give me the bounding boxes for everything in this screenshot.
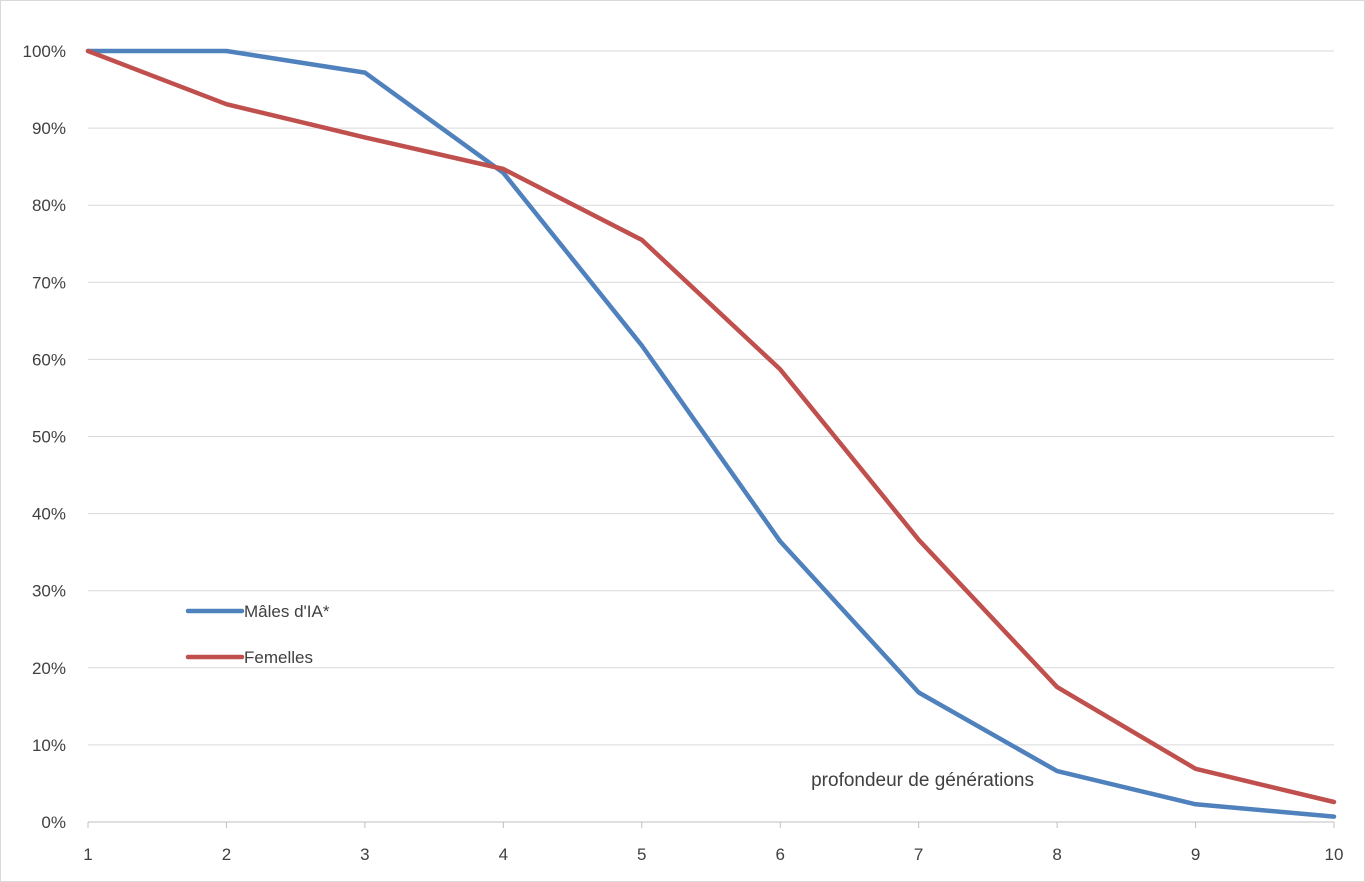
y-tick-label: 20%: [32, 659, 66, 678]
y-tick-label: 100%: [23, 42, 66, 61]
x-tick-label: 2: [222, 845, 231, 864]
y-tick-label: 30%: [32, 582, 66, 601]
y-tick-label: 40%: [32, 505, 66, 524]
x-tick-label: 3: [360, 845, 369, 864]
y-tick-label: 0%: [41, 813, 66, 832]
x-tick-label: 8: [1052, 845, 1061, 864]
x-axis-tick-labels: 1 2 3 4 5 6 7 8 9 10: [83, 822, 1343, 864]
x-tick-label: 6: [775, 845, 784, 864]
chart-annotation: profondeur de générations: [811, 770, 1034, 791]
x-tick-label: 1: [83, 845, 92, 864]
y-tick-label: 60%: [32, 350, 66, 369]
y-tick-label: 50%: [32, 428, 66, 447]
legend-label: Mâles d'IA*: [244, 602, 330, 621]
y-tick-label: 70%: [32, 273, 66, 292]
legend-label: Femelles: [244, 648, 313, 667]
x-tick-label: 10: [1325, 845, 1344, 864]
x-tick-label: 4: [499, 845, 508, 864]
legend: Mâles d'IA* Femelles: [185, 602, 330, 667]
x-tick-label: 9: [1191, 845, 1200, 864]
series-line-femelles: [85, 48, 1337, 805]
x-tick-label: 7: [914, 845, 923, 864]
y-axis-tick-labels: 0% 10% 20% 30% 40% 50% 60% 70% 80% 90% 100%: [23, 42, 66, 832]
series-line-males: [85, 48, 1337, 819]
y-tick-label: 10%: [32, 736, 66, 755]
gridlines: [88, 50, 1334, 823]
y-tick-label: 80%: [32, 196, 66, 215]
y-tick-label: 90%: [32, 119, 66, 138]
series-lines: [85, 48, 1337, 819]
x-tick-label: 5: [637, 845, 646, 864]
